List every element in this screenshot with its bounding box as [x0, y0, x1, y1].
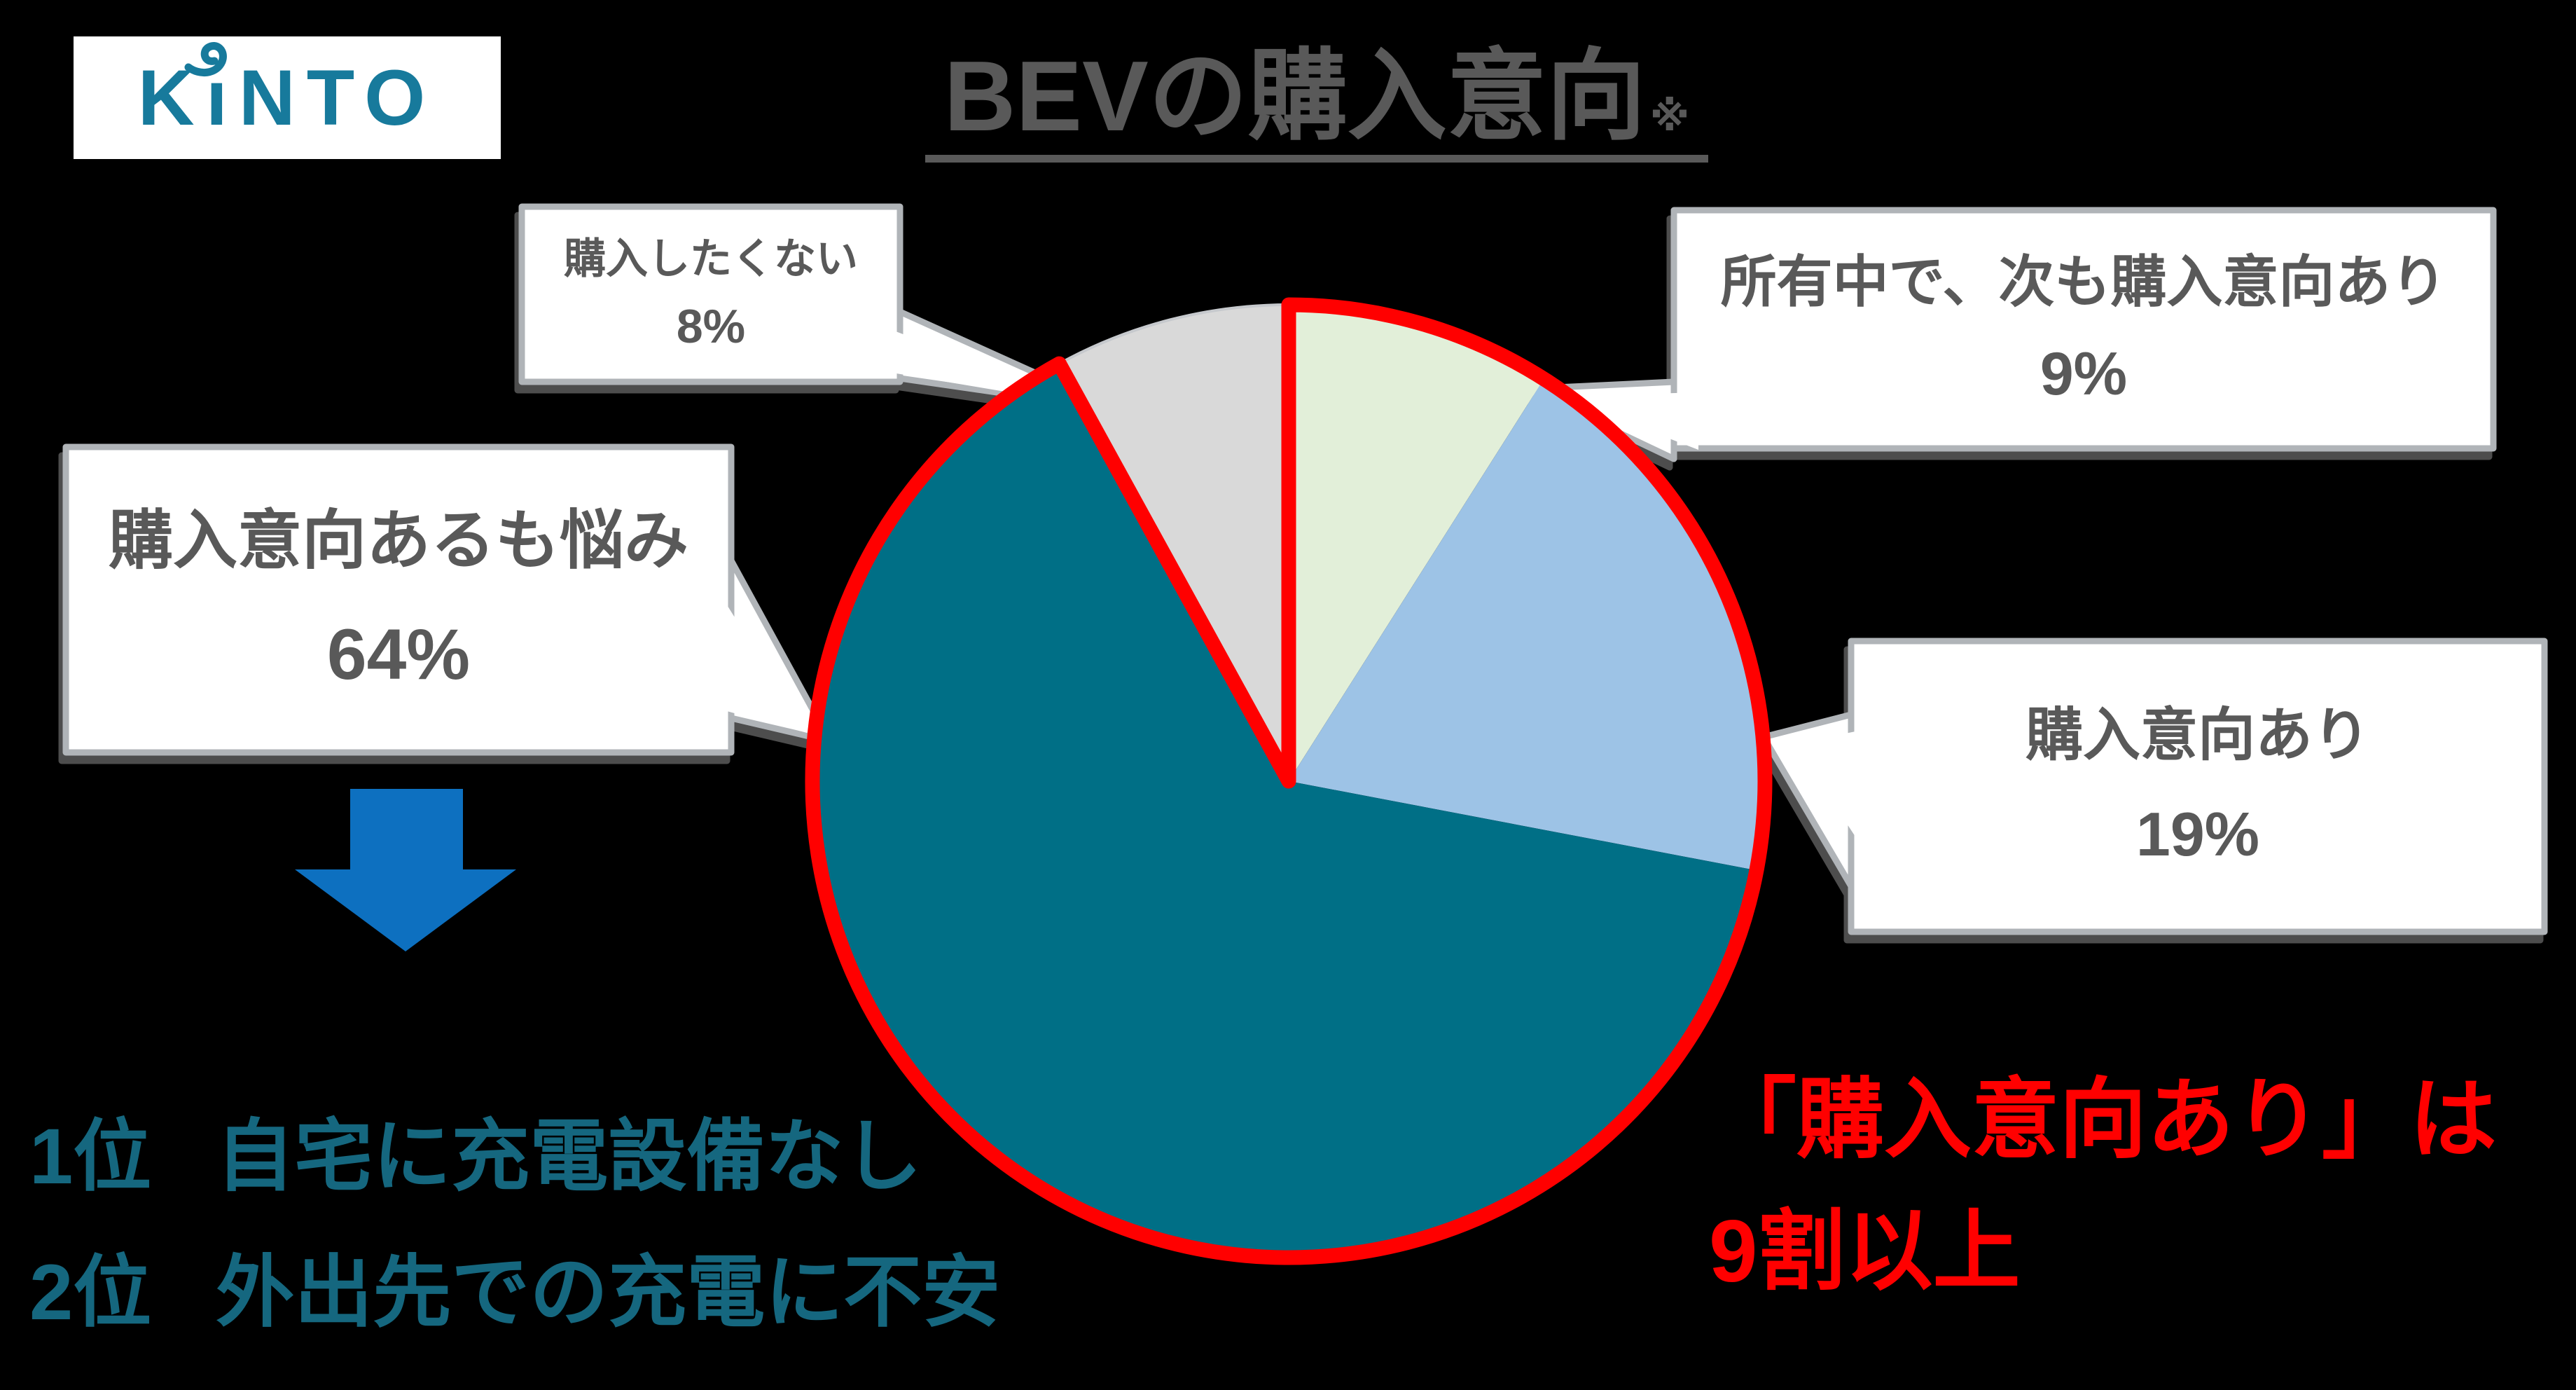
callout-box	[1848, 638, 2548, 935]
highlight-annotation-line2: 9割以上	[1709, 1202, 2021, 1300]
callout-box	[62, 443, 735, 756]
callout-value: 9%	[2040, 340, 2128, 408]
callout-intent: 購入意向あり 19%	[1851, 641, 2544, 932]
callout-label: 購入したくない	[564, 235, 858, 282]
logo-letters-nto: NTO	[238, 53, 437, 142]
callout-value: 19%	[2135, 799, 2260, 869]
callout-label: 購入意向あり	[2025, 703, 2370, 768]
pie-chart	[805, 297, 1773, 1265]
ranking-rank: 1位	[29, 1113, 152, 1200]
highlight-annotation: 「購入意向あり」は 9割以上	[1709, 1054, 2497, 1317]
callout-tail-patch	[1560, 392, 1698, 450]
ranking-item-1: 1位 自宅に充電設備なし	[29, 1117, 1000, 1196]
callout-box	[518, 203, 903, 385]
logo-letter-k: K	[137, 53, 206, 142]
down-arrow-icon	[295, 789, 516, 951]
callout-box	[1670, 207, 2497, 452]
callout-tail-patch	[709, 576, 807, 733]
callout-value: 64%	[326, 614, 471, 694]
pie-slice-intent	[1289, 378, 1766, 871]
pie-highlight-outline	[805, 297, 1773, 1265]
callout-bubble-repeat-intent	[1523, 207, 2497, 462]
kinto-logo-swirl-icon	[184, 42, 227, 76]
ranking-rank: 2位	[29, 1248, 152, 1336]
page-title-text: BEVの購入意向	[943, 41, 1646, 152]
pie-slice-intent-with-worry	[812, 364, 1757, 1258]
page-title: BEVの購入意向 ※	[925, 41, 1708, 163]
callout-label: 所有中で、次も購入意向あり	[1720, 250, 2447, 313]
callout-value: 8%	[676, 299, 746, 353]
callout-repeat-intent: 所有中で、次も購入意向あり 9%	[1674, 210, 2493, 448]
page-title-note-mark: ※	[1649, 94, 1690, 139]
ranking-label: 自宅に充電設備なし	[216, 1113, 922, 1200]
callout-label: 購入意向あるも悩み	[108, 505, 688, 577]
ranking-label: 外出先での充電に不安	[216, 1248, 1001, 1336]
highlight-annotation-line1: 「購入意向あり」は	[1709, 1071, 2497, 1169]
callout-bubble-intent	[1760, 638, 2548, 935]
worry-ranking: 1位 自宅に充電設備なし 2位 外出先での充電に不安	[29, 1117, 1000, 1389]
ranking-item-2: 2位 外出先での充電に不安	[29, 1253, 1000, 1332]
callout-tail-patch	[1794, 727, 1876, 867]
pie-slice-repeat-intent	[1289, 305, 1544, 781]
callout-bubble-intent-with-worry	[62, 443, 833, 756]
callout-intent-with-worry: 購入意向あるも悩み 64%	[66, 447, 731, 752]
callout-no-intent: 購入したくない 8%	[522, 207, 900, 382]
